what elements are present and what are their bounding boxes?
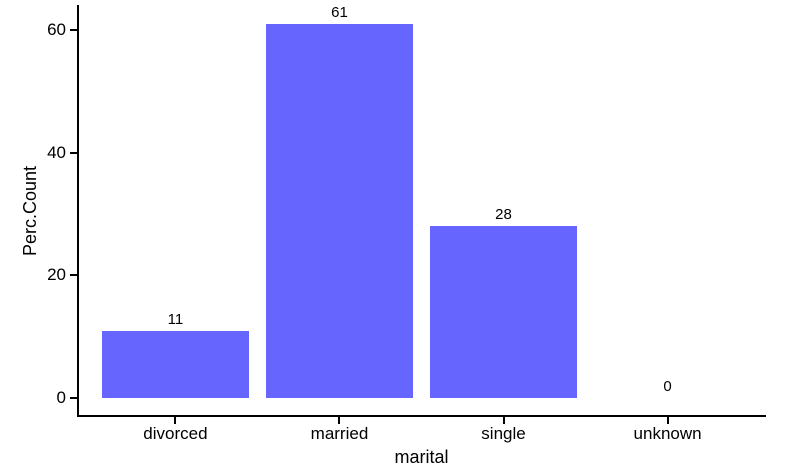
bar-married xyxy=(265,23,414,399)
bar-divorced xyxy=(101,330,250,399)
x-tick-mark xyxy=(666,417,669,424)
x-tick-label-divorced: divorced xyxy=(143,424,208,443)
x-tick-mark xyxy=(174,417,177,424)
x-tick-mark xyxy=(338,417,341,424)
y-tick-mark xyxy=(70,274,77,277)
y-tick-mark xyxy=(70,151,77,154)
y-tick-label: 20 xyxy=(47,265,66,285)
y-tick-label: 40 xyxy=(47,142,66,162)
y-tick-label: 0 xyxy=(56,388,66,408)
y-tick-label: 60 xyxy=(47,19,66,39)
bar-value-label: 11 xyxy=(167,310,184,328)
x-tick-label-married: married xyxy=(310,424,369,443)
bar-single xyxy=(429,226,578,399)
x-tick-mark xyxy=(502,417,505,424)
x-axis-title: marital xyxy=(394,447,449,467)
y-tick-mark xyxy=(70,28,77,31)
y-tick-mark xyxy=(70,397,77,400)
plot-panel xyxy=(77,5,766,417)
bar-value-label: 28 xyxy=(495,206,512,224)
x-tick-label-unknown: unknown xyxy=(633,424,702,443)
bar-value-label: 61 xyxy=(331,3,348,21)
bar-value-label: 0 xyxy=(663,378,672,396)
x-tick-label-single: single xyxy=(481,424,526,443)
y-axis-title: Perc.Count xyxy=(20,165,40,257)
